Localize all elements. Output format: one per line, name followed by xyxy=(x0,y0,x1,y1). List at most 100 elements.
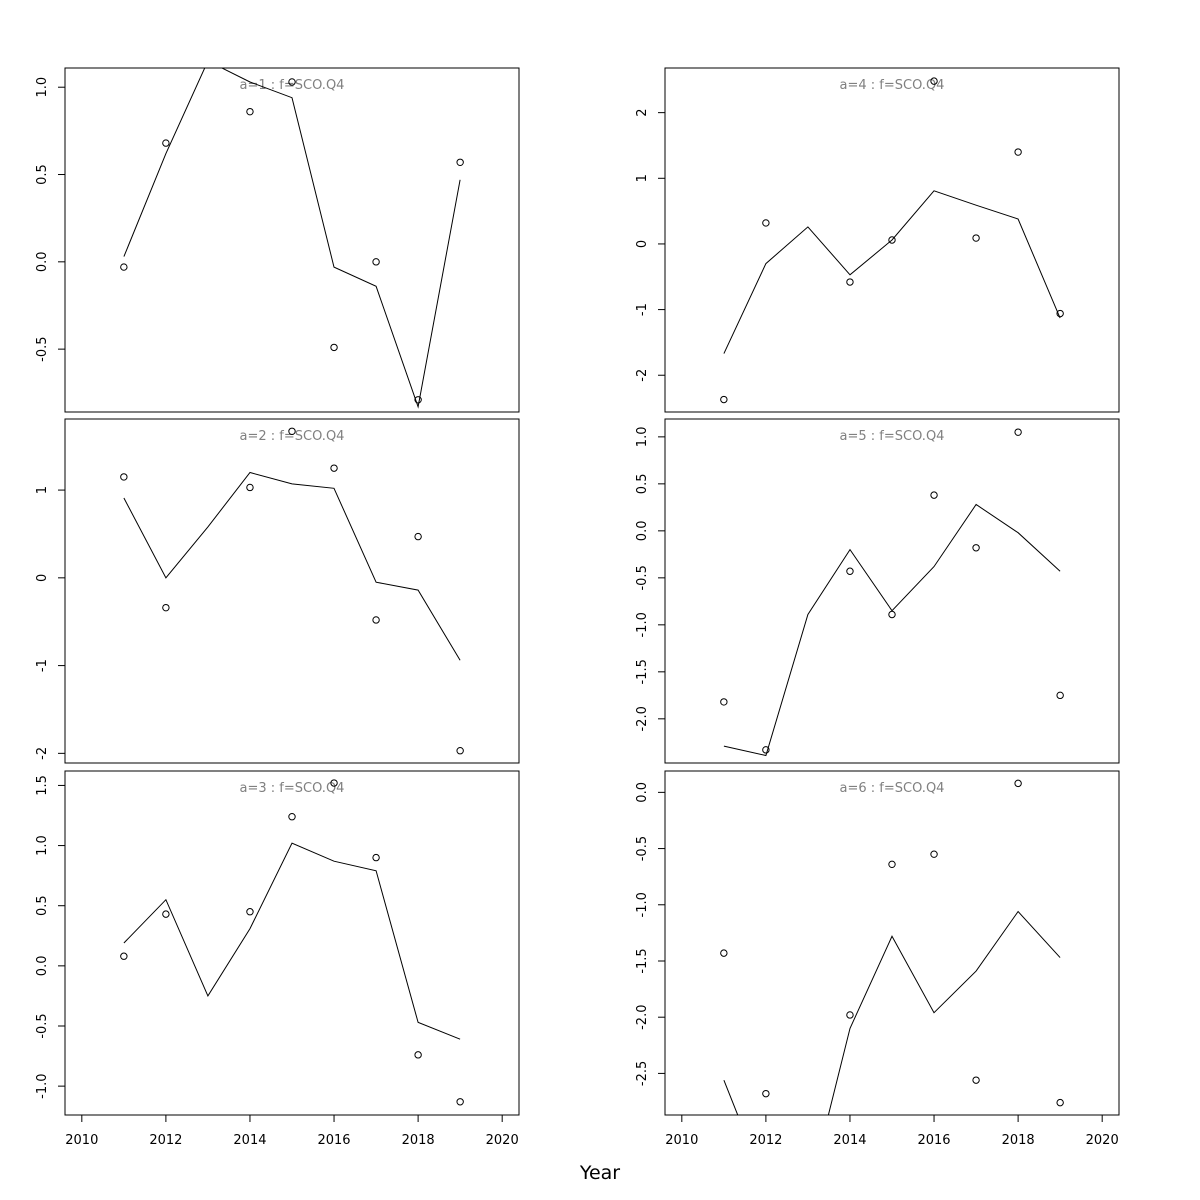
y-tick-label: -2.5 xyxy=(635,1061,650,1086)
observed-point xyxy=(456,158,464,166)
y-tick-label: -1.5 xyxy=(635,659,650,684)
y-tick-label: -0.5 xyxy=(635,565,650,590)
panel-1: a=1 : f=SCO.Q4-0.50.00.51.0 xyxy=(35,67,520,413)
observed-point xyxy=(288,78,296,86)
observed-point xyxy=(972,1076,980,1084)
x-tick-label: 2020 xyxy=(486,1133,519,1148)
observed-point xyxy=(888,610,896,619)
y-tick-label: -2 xyxy=(635,369,650,382)
y-tick-label: -1 xyxy=(635,303,650,316)
x-tick-label: 2010 xyxy=(65,1133,98,1148)
fitted-line xyxy=(723,190,1061,354)
observed-point xyxy=(456,1098,464,1106)
observed-point xyxy=(720,698,728,706)
observed-point xyxy=(972,544,980,552)
observed-point xyxy=(414,1051,422,1059)
observed-point xyxy=(930,491,938,499)
y-tick-label: 1.0 xyxy=(635,427,650,448)
x-axis-label: Year xyxy=(579,1162,620,1184)
y-tick-label: 0 xyxy=(35,574,50,582)
y-tick-label: 0 xyxy=(635,240,650,248)
observed-point xyxy=(888,236,896,244)
observed-point xyxy=(762,219,770,227)
panel-title: a=5 : f=SCO.Q4 xyxy=(840,429,945,444)
observed-point xyxy=(1056,691,1064,700)
observed-point xyxy=(120,952,128,960)
observed-point xyxy=(1056,1098,1064,1107)
observed-point xyxy=(846,1011,854,1019)
x-tick-label: 2018 xyxy=(402,1133,435,1148)
panel-4: a=5 : f=SCO.Q4 -2.0 -1.5 -1.0 -0.5 0.0 0.5 1.0 xyxy=(635,418,1120,764)
y-tick-label: 0.5 xyxy=(35,164,50,185)
observed-point xyxy=(330,779,338,787)
observed-point xyxy=(162,910,170,918)
panel-frame xyxy=(664,418,1120,764)
x-tick-label: 2016 xyxy=(917,1133,950,1148)
y-tick-label: 0.0 xyxy=(35,956,50,977)
panel-6: a=6 : f=SCO.Q4 -2.5 -2.0 -1.5 -1.0 -0.5 0.0 201… xyxy=(635,770,1120,1148)
observed-point xyxy=(1014,779,1022,788)
x-tick-label: 2020 xyxy=(1086,1133,1119,1148)
y-tick-label: -2 xyxy=(35,747,50,760)
fitted-line xyxy=(123,471,461,661)
y-tick-label: 2 xyxy=(635,109,650,117)
y-tick-label: 1 xyxy=(635,174,650,182)
panel-title: a=4 : f=SCO.Q4 xyxy=(840,78,945,93)
y-tick-label: -0.5 xyxy=(35,1013,50,1038)
y-tick-label: -1 xyxy=(35,659,50,672)
observed-point xyxy=(288,427,296,435)
fitted-line xyxy=(123,68,461,409)
y-tick-label: 1.0 xyxy=(35,77,50,98)
y-tick-label: -1.0 xyxy=(635,892,650,917)
observed-point xyxy=(414,532,422,541)
observed-point xyxy=(720,949,728,957)
observed-point xyxy=(162,139,170,147)
observed-point xyxy=(120,473,128,481)
panel-title: a=6 : f=SCO.Q4 xyxy=(840,781,945,796)
observed-point xyxy=(456,747,464,755)
panel-frame xyxy=(664,770,1120,1116)
x-tick-label: 2012 xyxy=(749,1133,782,1148)
observed-point xyxy=(246,908,254,916)
observed-point xyxy=(372,258,380,266)
panel-title: a=3 : f=SCO.Q4 xyxy=(240,781,345,796)
y-tick-label: 0.0 xyxy=(635,782,650,803)
panel-frame xyxy=(664,67,1120,413)
y-tick-label: 0.5 xyxy=(35,895,50,916)
x-tick-label: 2018 xyxy=(1002,1133,1035,1148)
panel-frame xyxy=(64,770,520,1116)
observed-point xyxy=(1056,309,1064,318)
x-tick-label: 2016 xyxy=(317,1133,350,1148)
y-tick-label: 0.5 xyxy=(635,474,650,495)
observed-point xyxy=(330,464,338,472)
observed-point xyxy=(372,853,380,862)
observed-point xyxy=(930,77,938,85)
observed-point xyxy=(1014,148,1022,156)
observed-point xyxy=(972,234,980,242)
y-tick-label: -1.5 xyxy=(635,948,650,973)
x-tick-label: 2014 xyxy=(833,1133,866,1148)
y-tick-label: 0.0 xyxy=(35,251,50,272)
x-tick-label: 2012 xyxy=(149,1133,182,1148)
panel-frame xyxy=(64,67,520,413)
observed-point xyxy=(888,860,896,869)
panel-frame xyxy=(64,418,520,764)
x-tick-label: 2010 xyxy=(665,1133,698,1148)
x-tick-label: 2014 xyxy=(233,1133,266,1148)
panel-5: a=3 : f=SCO.Q4 -1.0 -0.5 0.0 0.5 1.0 1.5 2010 20… xyxy=(35,770,520,1148)
y-tick-label: -2.0 xyxy=(635,706,650,731)
observed-point xyxy=(846,567,854,575)
panel-title: a=2 : f=SCO.Q4 xyxy=(240,429,345,444)
observed-point xyxy=(720,395,728,404)
fitted-line xyxy=(723,503,1061,757)
observed-point xyxy=(930,850,938,858)
observed-point xyxy=(1014,428,1022,436)
observed-point xyxy=(330,343,338,352)
y-tick-label: 0.0 xyxy=(635,521,650,542)
observed-point xyxy=(372,616,380,624)
y-tick-label: 1 xyxy=(35,486,50,494)
observed-point xyxy=(246,107,254,116)
observed-point xyxy=(120,263,128,271)
y-tick-label: -1.0 xyxy=(35,1073,50,1098)
